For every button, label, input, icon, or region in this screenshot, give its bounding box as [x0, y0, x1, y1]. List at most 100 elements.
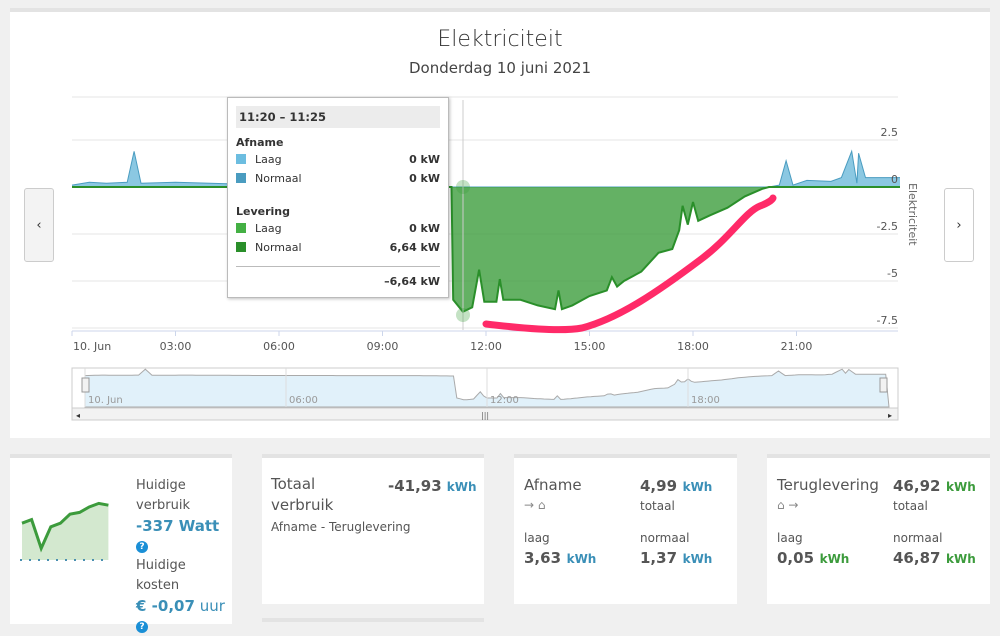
x-tick-label: 15:00	[574, 340, 606, 353]
tooltip-value: 0 kW	[409, 152, 440, 166]
y-tick-label: 0	[891, 173, 898, 186]
unit: kWh	[682, 480, 713, 494]
afname-card: Afname → ⌂ 4,99 kWh totaal laag 3,63 kWh…	[514, 454, 737, 604]
scrollbar-grip-icon: |||	[481, 411, 489, 420]
afname-laag-value: 3,63	[524, 549, 562, 567]
tooltip-group-levering: Levering	[236, 205, 291, 218]
legend-swatch	[236, 242, 246, 252]
unit: kWh	[446, 480, 477, 494]
scroll-left-icon: ◂	[76, 411, 80, 420]
tooltip-total-row: –6,64 kW	[236, 274, 440, 288]
legend-swatch	[236, 173, 246, 183]
navigator-handle[interactable]	[879, 377, 888, 393]
y-axis-title: Elektriciteit	[906, 183, 919, 246]
tooltip-label: Laag	[255, 221, 282, 235]
laag-label: laag	[777, 531, 803, 545]
card-edge	[262, 618, 484, 622]
tooltip-value: 0 kW	[409, 171, 440, 185]
total-title: Totaal	[271, 475, 316, 493]
current-usage-label: Huidige	[136, 478, 186, 493]
chart-tooltip: 11:20 – 11:25 Afname Laag 0 kW Normaal 0 k…	[227, 97, 449, 298]
navigator-handle[interactable]	[81, 377, 90, 393]
tooltip-total: –6,64 kW	[384, 274, 440, 288]
next-day-button[interactable]: ›	[944, 188, 974, 262]
total-label: totaal	[893, 499, 928, 513]
y-tick-label: -2.5	[877, 220, 898, 233]
teruglevering-laag-value: 0,05	[777, 549, 815, 567]
tooltip-group-afname: Afname	[236, 136, 284, 149]
electricity-chart[interactable]: 10. Jun 06:00 12:00 18:00 ◂ ▸ ||| 2.5 0 -2.5 -5 -7…	[0, 0, 1000, 440]
total-usage-card: Totaal verbruik -41,93 kWh Afname - Terug…	[262, 454, 484, 604]
total-value: -41,93	[388, 477, 442, 495]
afname-total-value: 4,99	[640, 477, 678, 495]
teruglevering-total-value: 46,92	[893, 477, 941, 495]
afname-normaal-value: 1,37	[640, 549, 678, 567]
normaal-label: normaal	[893, 531, 943, 545]
current-usage-label-2: verbruik	[136, 498, 191, 513]
teruglevering-normaal-value: 46,87	[893, 549, 941, 567]
tooltip-label: Normaal	[255, 171, 302, 185]
laag-label: laag	[524, 531, 550, 545]
tooltip-label: Normaal	[255, 240, 302, 254]
afname-title: Afname	[524, 476, 582, 494]
hover-marker	[456, 180, 470, 194]
series-area-afname	[72, 151, 900, 187]
current-cost-label: Huidige kosten	[136, 558, 186, 593]
help-icon[interactable]: ?	[136, 621, 148, 633]
scrollbar[interactable]	[71, 407, 899, 421]
y-tick-label: 2.5	[881, 126, 899, 139]
annotation-stroke	[482, 194, 777, 334]
navigator-tick-label: 18:00	[691, 395, 720, 406]
current-cost-value: € -0,07	[136, 597, 195, 615]
scroll-right-icon: ▸	[888, 411, 892, 420]
x-tick-label: 09:00	[367, 340, 399, 353]
previous-day-button[interactable]: ‹	[24, 188, 54, 262]
cost-unit: uur	[199, 597, 225, 615]
current-usage-card: Huidige verbruik -337 Watt ? Huidige kos…	[10, 454, 232, 633]
tooltip-time: 11:20 – 11:25	[236, 106, 440, 128]
navigator-tick-label: 12:00	[490, 395, 519, 406]
series-line-afname	[71, 149, 900, 188]
home-arrow-icon: ⌂ →	[777, 498, 799, 512]
x-tick-label: 10. Jun	[73, 340, 111, 353]
help-icon[interactable]: ?	[136, 541, 148, 553]
teruglevering-title: Teruglevering	[777, 476, 879, 494]
legend-swatch	[236, 154, 246, 164]
hover-marker	[456, 308, 470, 322]
x-tick-label: 03:00	[160, 340, 192, 353]
y-tick-label: -7.5	[877, 314, 898, 327]
tooltip-row: Laag 0 kW	[236, 221, 440, 235]
unit: kWh	[682, 552, 713, 566]
teruglevering-card: Teruglevering ⌂ → 46,92 kWh totaal laag …	[767, 454, 990, 604]
tooltip-row: Laag 0 kW	[236, 152, 440, 166]
series-area-levering	[72, 187, 900, 312]
series-line-levering	[72, 186, 900, 314]
date-subtitle: Donderdag 10 juni 2021	[408, 59, 592, 77]
total-label: totaal	[640, 499, 675, 513]
unit: kWh	[819, 552, 850, 566]
tooltip-row: Normaal 0 kW	[236, 171, 440, 185]
normaal-label: normaal	[640, 531, 690, 545]
usage-sparkline	[20, 501, 109, 561]
x-tick-label: 06:00	[263, 340, 295, 353]
navigator-tick-label: 06:00	[289, 395, 318, 406]
y-tick-label: -5	[887, 267, 898, 280]
tooltip-label: Laag	[255, 152, 282, 166]
navigator-tick-label: 10. Jun	[88, 395, 123, 406]
arrow-home-icon: → ⌂	[524, 498, 546, 512]
unit: kWh	[946, 480, 976, 494]
unit: kWh	[946, 552, 976, 566]
current-usage-value: -337 Watt	[136, 517, 220, 535]
legend-swatch	[236, 223, 246, 233]
unit: kWh	[566, 552, 597, 566]
x-tick-label: 21:00	[781, 340, 813, 353]
tooltip-row: Normaal 6,64 kW	[236, 240, 440, 254]
x-tick-label: 12:00	[470, 340, 502, 353]
total-description: Afname - Teruglevering	[271, 520, 411, 534]
x-tick-label: 18:00	[677, 340, 709, 353]
tooltip-value: 0 kW	[409, 221, 440, 235]
sparkline-line	[21, 501, 109, 553]
tooltip-value: 6,64 kW	[389, 240, 440, 254]
total-title-2: verbruik	[271, 496, 334, 514]
page-title: Elektriciteit	[437, 27, 563, 52]
